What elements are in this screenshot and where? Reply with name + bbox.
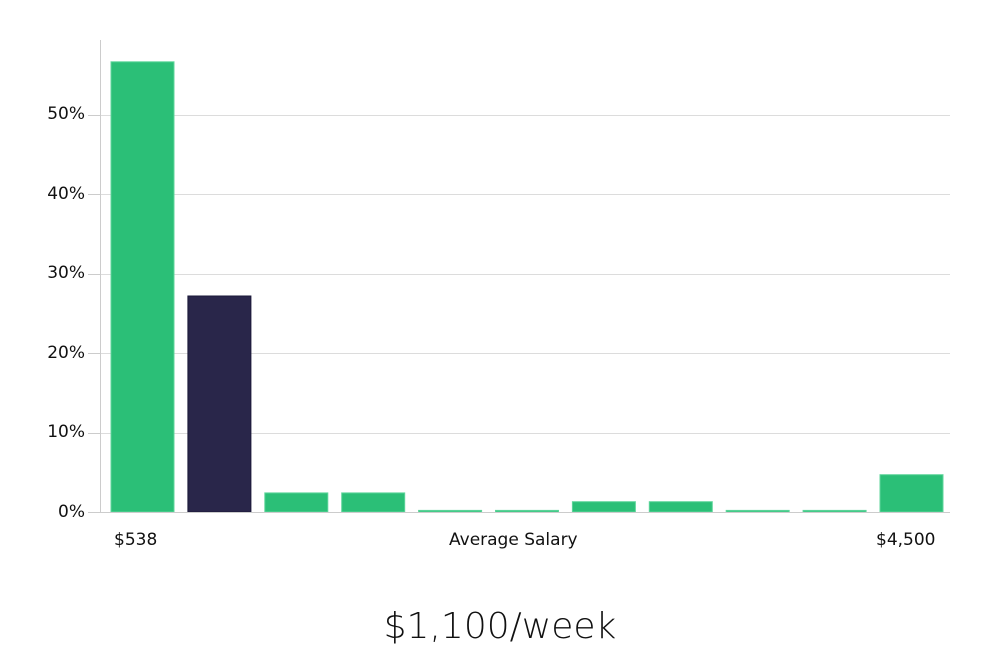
- bar: [648, 501, 713, 513]
- y-tick-label-40: 40%: [47, 184, 85, 204]
- x-axis-title: Average Salary: [449, 530, 578, 550]
- bar: [725, 509, 790, 513]
- x-min-label: $538: [114, 530, 158, 550]
- bar-highlighted: [187, 295, 252, 513]
- bar: [495, 509, 559, 513]
- bar: [418, 509, 483, 513]
- chart-title: $1,100/week: [383, 606, 617, 647]
- y-tick-label-30: 30%: [47, 263, 85, 283]
- y-tick-label-0: 0%: [58, 502, 85, 522]
- bar: [264, 492, 329, 513]
- bar: [341, 492, 406, 513]
- salary-histogram: [88, 40, 950, 513]
- bar: [571, 501, 636, 513]
- bar: [879, 474, 944, 513]
- bar: [110, 61, 175, 513]
- y-tick-label-20: 20%: [47, 343, 85, 363]
- x-max-label: $4,500: [876, 530, 936, 550]
- bar: [802, 509, 867, 513]
- y-tick-label-50: 50%: [47, 104, 85, 124]
- y-tick-label-10: 10%: [47, 422, 85, 442]
